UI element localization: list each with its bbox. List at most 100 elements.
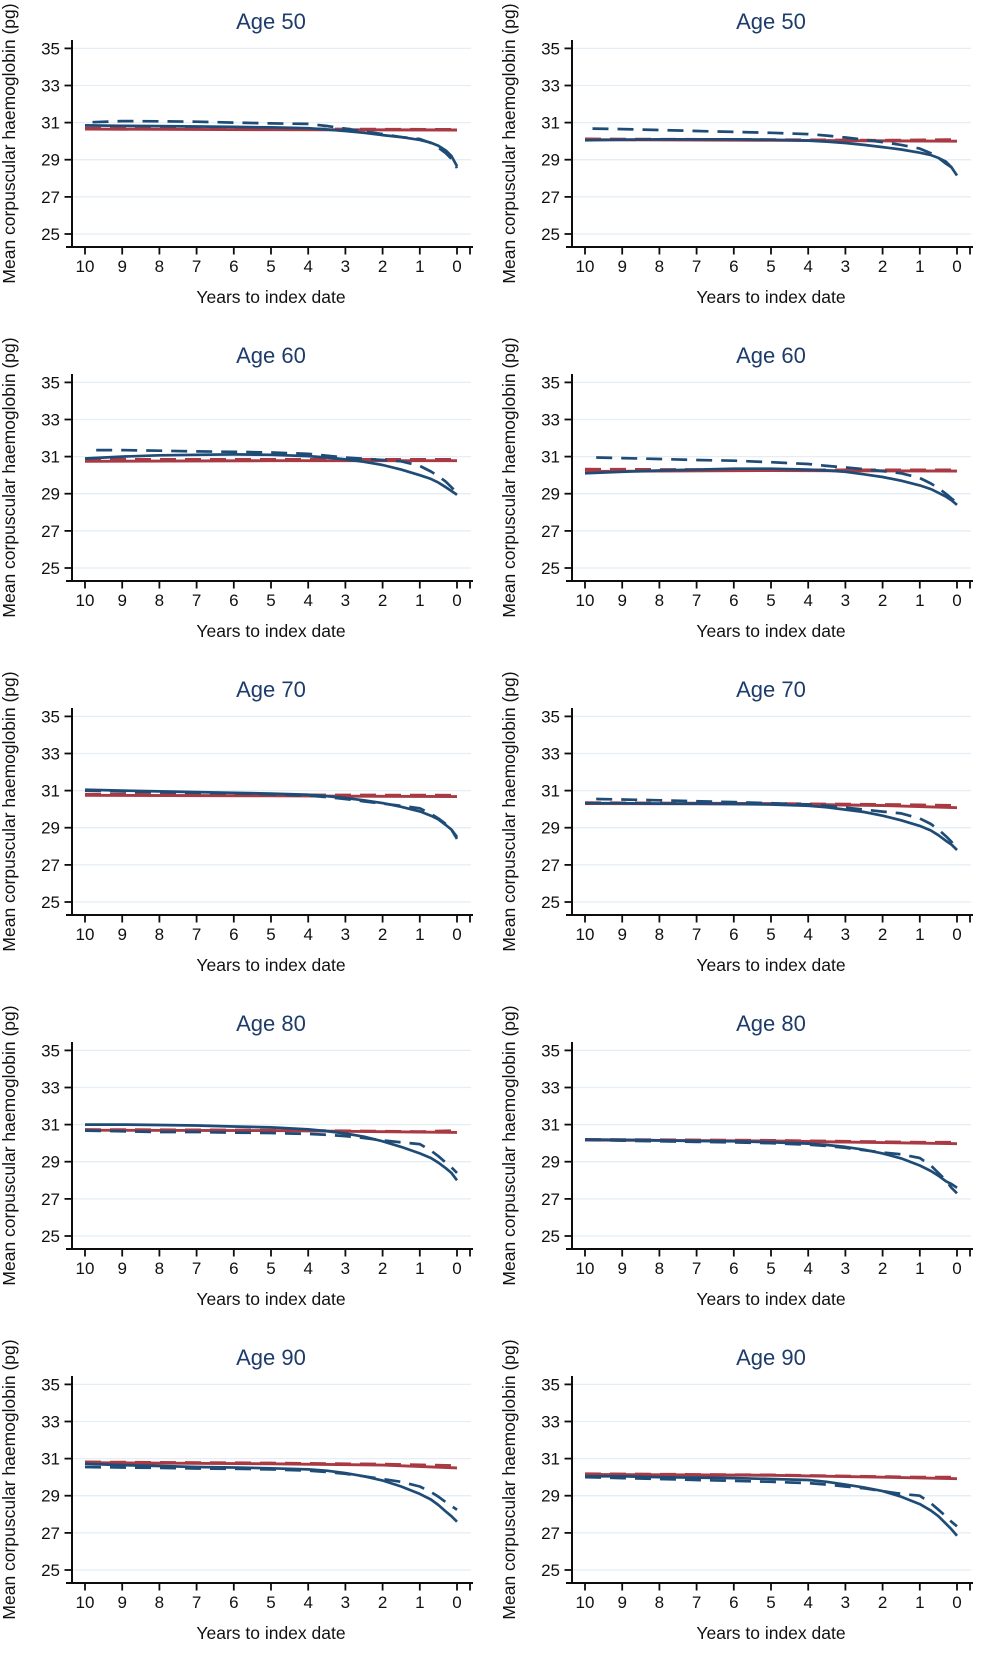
x-axis-title: Years to index date	[696, 1623, 845, 1643]
x-tick-label: 7	[692, 925, 701, 944]
x-tick-label: 3	[841, 257, 850, 276]
x-axis: 10 9 8 7 6 5 4 3 2 1 0	[566, 1582, 973, 1612]
x-tick-label: 10	[76, 1593, 95, 1612]
chart-cell-age-70-left: 25 27 29 31 33 35 10 9 8 7 6 5 4 3 2 1 0 Years to index d…	[0, 668, 500, 1002]
y-tick-label: 27	[541, 522, 560, 541]
x-tick-label: 10	[576, 591, 595, 610]
x-tick-label: 10	[76, 257, 95, 276]
x-tick-label: 5	[266, 257, 275, 276]
x-tick-label: 6	[729, 591, 738, 610]
x-tick-label: 4	[803, 1593, 812, 1612]
y-axis-title: Mean corpuscular haemoglobin (pg)	[0, 1005, 19, 1285]
x-tick-label: 0	[452, 591, 461, 610]
x-tick-label: 2	[878, 591, 887, 610]
y-axis-title: Mean corpuscular haemoglobin (pg)	[0, 337, 19, 617]
x-axis: 10 9 8 7 6 5 4 3 2 1 0	[566, 1248, 973, 1278]
x-tick-label: 7	[192, 1259, 201, 1278]
y-tick-label: 29	[541, 151, 560, 170]
x-tick-label: 4	[803, 591, 812, 610]
series-red-dashed	[584, 801, 958, 807]
y-axis: 25 27 29 31 33 35	[541, 373, 573, 582]
series-navy-dashed	[596, 456, 958, 505]
x-axis-title: Years to index date	[696, 621, 845, 641]
y-tick-label: 33	[41, 411, 60, 430]
y-tick-label: 29	[541, 1487, 560, 1506]
y-tick-label: 27	[41, 1524, 60, 1543]
y-axis: 25 27 29 31 33 35	[41, 1375, 73, 1584]
x-axis-title: Years to index date	[696, 287, 845, 307]
y-tick-label: 35	[541, 707, 560, 726]
y-tick-label: 27	[541, 1190, 560, 1209]
chart-title: Age 70	[236, 677, 306, 702]
series-red-dashed	[84, 126, 458, 131]
x-tick-label: 10	[576, 925, 595, 944]
y-tick-label: 33	[541, 745, 560, 764]
x-tick-label: 7	[692, 591, 701, 610]
x-tick-label: 6	[729, 925, 738, 944]
x-tick-label: 7	[692, 257, 701, 276]
y-tick-label: 33	[41, 77, 60, 96]
x-tick-label: 5	[766, 1593, 775, 1612]
x-tick-label: 6	[229, 257, 238, 276]
gridlines	[72, 47, 471, 235]
chart-cell-age-80-left: 25 27 29 31 33 35 10 9 8 7 6 5 4 3 2 1 0 Years to index d…	[0, 1002, 500, 1336]
x-tick-label: 8	[655, 1593, 664, 1612]
x-tick-label: 9	[117, 257, 126, 276]
chart-cell-age-90-left: 25 27 29 31 33 35 10 9 8 7 6 5 4 3 2 1 0 Years to index d…	[0, 1336, 500, 1670]
y-tick-label: 25	[541, 225, 560, 244]
chart-cell-age-60-left: 25 27 29 31 33 35 10 9 8 7 6 5 4 3 2 1 0 Years to index d…	[0, 334, 500, 668]
x-tick-label: 9	[117, 1259, 126, 1278]
x-tick-label: 8	[655, 257, 664, 276]
y-tick-label: 27	[541, 1524, 560, 1543]
series-navy-solid	[585, 801, 958, 851]
series-navy-dashed	[584, 1475, 958, 1528]
x-tick-label: 4	[803, 257, 812, 276]
x-tick-label: 3	[341, 591, 350, 610]
x-tick-label: 8	[155, 257, 164, 276]
x-tick-label: 9	[617, 1259, 626, 1278]
x-tick-label: 7	[192, 1593, 201, 1612]
x-tick-label: 6	[729, 1259, 738, 1278]
series-navy-dashed	[592, 127, 958, 172]
y-axis: 25 27 29 31 33 35	[41, 39, 73, 248]
series-navy-solid	[84, 1462, 458, 1523]
x-tick-label: 6	[729, 1593, 738, 1612]
x-tick-label: 10	[76, 925, 95, 944]
chart-title: Age 90	[736, 1345, 806, 1370]
y-tick-label: 29	[41, 1153, 60, 1172]
chart-title: Age 60	[236, 343, 306, 368]
x-tick-label: 0	[952, 925, 961, 944]
y-tick-label: 31	[541, 448, 560, 467]
x-tick-label: 0	[952, 591, 961, 610]
x-tick-label: 8	[155, 1259, 164, 1278]
x-tick-label: 9	[117, 591, 126, 610]
x-tick-label: 10	[576, 1593, 595, 1612]
y-tick-label: 27	[41, 1190, 60, 1209]
y-tick-label: 31	[41, 448, 60, 467]
y-tick-label: 29	[541, 485, 560, 504]
y-tick-label: 35	[541, 1041, 560, 1060]
y-axis: 25 27 29 31 33 35	[541, 39, 573, 248]
x-tick-label: 4	[303, 257, 312, 276]
x-tick-label: 3	[341, 1593, 350, 1612]
x-tick-label: 1	[415, 591, 424, 610]
x-tick-label: 2	[878, 1593, 887, 1612]
x-tick-label: 4	[803, 925, 812, 944]
x-tick-label: 3	[841, 1593, 850, 1612]
x-tick-label: 8	[655, 591, 664, 610]
y-axis-title: Mean corpuscular haemoglobin (pg)	[0, 3, 19, 283]
series-red-dashed	[84, 1460, 458, 1468]
x-tick-label: 4	[303, 1259, 312, 1278]
x-tick-label: 1	[915, 257, 924, 276]
x-axis-title: Years to index date	[696, 955, 845, 975]
x-tick-label: 2	[878, 257, 887, 276]
x-tick-label: 1	[915, 1593, 924, 1612]
y-tick-label: 29	[41, 819, 60, 838]
series-red-dashed	[584, 1138, 957, 1144]
